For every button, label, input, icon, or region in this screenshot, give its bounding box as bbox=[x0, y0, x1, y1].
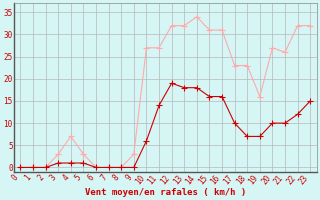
X-axis label: Vent moyen/en rafales ( km/h ): Vent moyen/en rafales ( km/h ) bbox=[85, 188, 246, 197]
